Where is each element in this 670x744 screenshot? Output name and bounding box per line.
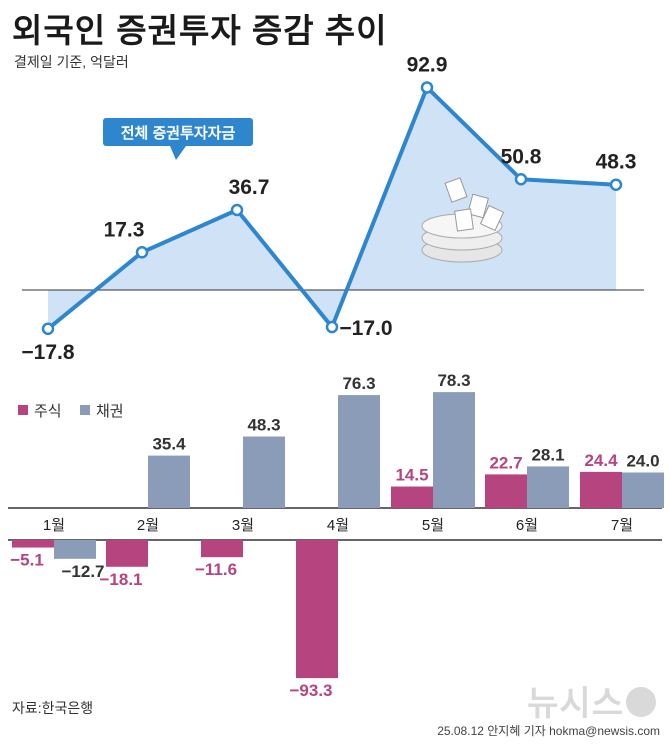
category-label: 3월 [232, 517, 254, 534]
line-value-label: 48.3 [596, 151, 637, 174]
bill-icon [479, 204, 505, 232]
logo-circle-icon [626, 687, 656, 717]
line-value-label: 36.7 [229, 176, 270, 199]
bar-label-bond: 24.0 [626, 451, 659, 470]
bar-bond [527, 466, 569, 508]
bill-icon [444, 177, 468, 203]
line-point [230, 203, 244, 217]
line-point [135, 246, 149, 259]
bar-bond [622, 472, 664, 508]
source-note: 자료:한국은행 [12, 700, 94, 716]
logo-text: 뉴시스 [527, 685, 624, 723]
area-fill [48, 87, 616, 329]
line-value-label: 92.9 [407, 53, 448, 76]
category-label: 1월 [43, 517, 65, 534]
bar-label-stock: −18.1 [99, 570, 142, 589]
bar-stock [485, 474, 527, 508]
bar-label-stock: 24.4 [584, 451, 618, 470]
line-point [41, 322, 55, 336]
credit-line: 25.08.12 안지혜 기자 hokma@newsis.com [437, 724, 660, 738]
bar-stock [296, 540, 338, 679]
chart-subtitle: 결제일 기준, 억달러 [14, 54, 129, 70]
category-label: 7월 [611, 517, 633, 534]
category-label: 6월 [516, 517, 538, 534]
category-label: 5월 [422, 517, 444, 534]
bar-label-bond: 76.3 [342, 374, 375, 393]
newsis-logo: 뉴시스 [527, 676, 656, 725]
category-label: 4월 [327, 517, 349, 534]
chart-title: 외국인 증권투자 증감 추이 [12, 12, 388, 49]
line-point [514, 173, 528, 186]
line-value-label: 50.8 [501, 145, 542, 168]
bar-label-bond: 28.1 [531, 445, 564, 464]
bar-stock [106, 540, 148, 567]
line-value-label: −17.0 [339, 317, 392, 340]
legend-callout-box [103, 118, 253, 146]
bill-icon [467, 193, 489, 219]
bar-bond [338, 395, 380, 508]
category-label: 2월 [137, 517, 159, 534]
line-value-label: −17.8 [21, 341, 74, 364]
bar-stock [580, 471, 622, 508]
bar-bond [243, 436, 285, 508]
bar-label-bond: 48.3 [247, 416, 280, 435]
line-value-label: 17.3 [104, 218, 145, 241]
bar-stock [12, 540, 54, 548]
legend-callout-label: 전체 증권투자자금 [121, 124, 236, 142]
bar-stock [391, 486, 433, 508]
legend-swatch-stock [18, 405, 28, 415]
bar-label-stock: 14.5 [395, 466, 428, 485]
bar-label-bond: −12.7 [61, 562, 104, 581]
bar-label-stock: −93.3 [289, 681, 332, 700]
bar-label-bond: 35.4 [152, 435, 186, 454]
bill-icon [454, 208, 474, 232]
bar-bond [433, 392, 475, 508]
bar-bond [54, 540, 96, 559]
line-point [325, 320, 339, 334]
bar-label-stock: 22.7 [489, 453, 522, 472]
bar-label-stock: −11.6 [195, 560, 237, 579]
bar-bond [148, 455, 190, 508]
legend-label-stock: 주식 [34, 403, 62, 420]
bar-label-stock: −5.1 [10, 551, 44, 570]
bar-label-bond: 78.3 [437, 371, 470, 390]
legend-callout-pointer [170, 146, 186, 160]
line-point [609, 178, 623, 191]
bar-stock [201, 540, 243, 558]
legend-swatch-bond [80, 405, 90, 415]
line-point [420, 81, 434, 94]
legend-label-bond: 채권 [96, 403, 124, 420]
